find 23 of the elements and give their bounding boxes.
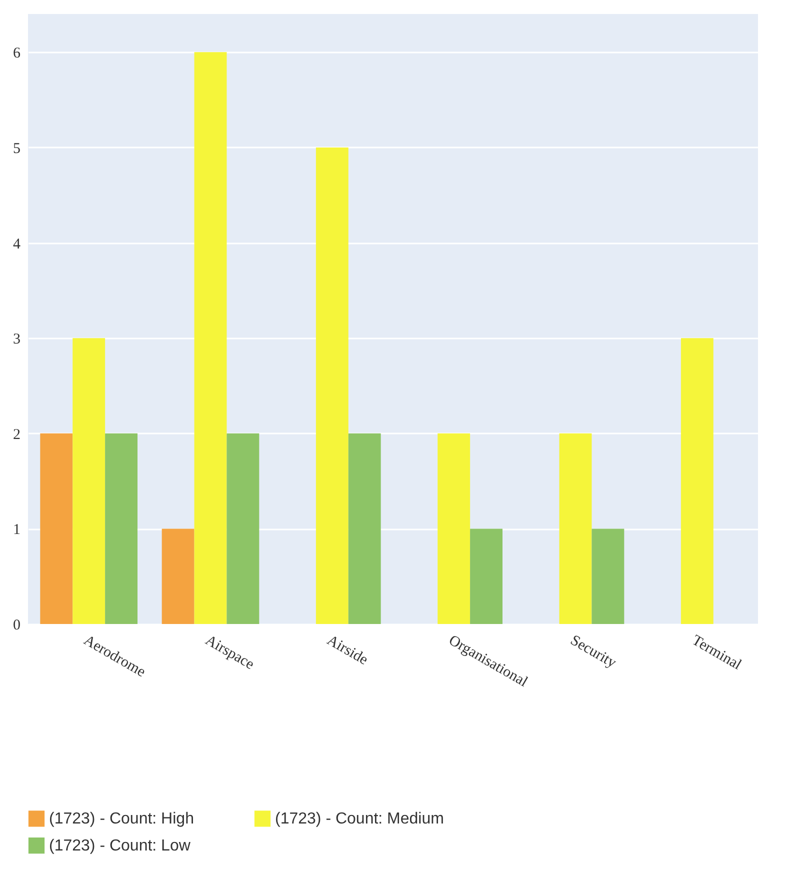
bar [40, 433, 73, 624]
bar [470, 528, 502, 624]
bar [559, 433, 592, 624]
y-tick-label: 5 [13, 140, 20, 157]
bar [438, 433, 470, 624]
legend-label: (1723) - Count: Medium [275, 810, 444, 828]
y-tick-label: 2 [13, 426, 20, 443]
legend-label: (1723) - Count: Low [49, 838, 191, 854]
bar [226, 433, 260, 624]
bar [194, 52, 227, 624]
bar [592, 528, 624, 624]
y-tick-label: 6 [13, 46, 21, 62]
y-tick-label: 0 [13, 618, 20, 634]
bar [162, 528, 194, 624]
bar [105, 433, 138, 624]
legend-label: (1723) - Count: High [49, 810, 194, 828]
y-tick-label: 4 [13, 236, 21, 252]
bar [680, 338, 714, 624]
y-tick-label: 1 [13, 522, 20, 538]
bar [348, 433, 381, 624]
bar [316, 147, 348, 624]
bar [72, 338, 106, 624]
y-tick-label: 3 [13, 332, 20, 348]
